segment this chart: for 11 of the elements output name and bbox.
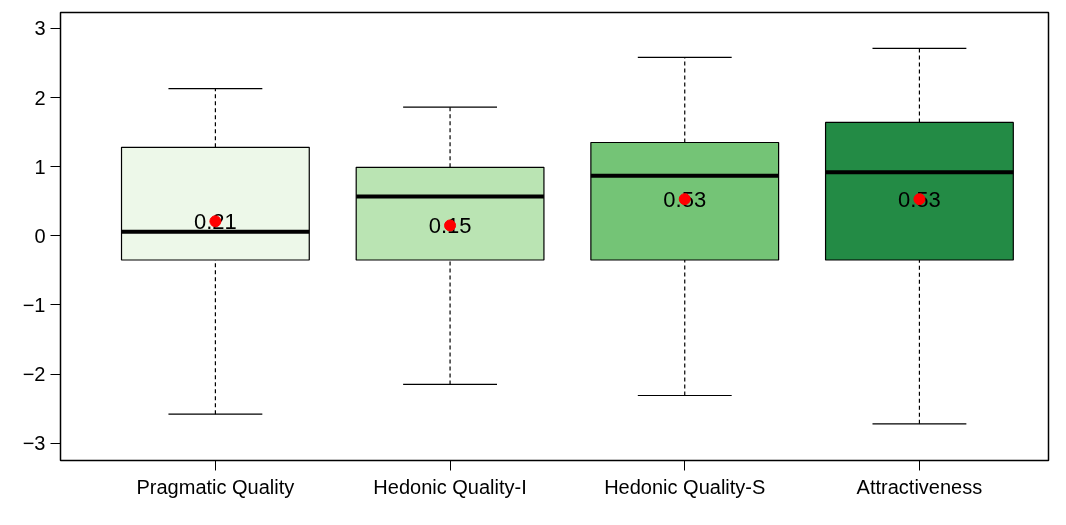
x-tick-label: Hedonic Quality-S xyxy=(604,475,766,498)
y-tick-label: 0 xyxy=(34,224,46,247)
y-tick-label: 3 xyxy=(34,17,46,40)
x-tick-label: Attractiveness xyxy=(856,475,983,498)
y-tick-label: −1 xyxy=(22,293,46,316)
y-tick-label: 2 xyxy=(34,86,46,109)
x-tick-label: Hedonic Quality-I xyxy=(373,475,527,498)
y-tick-label: −3 xyxy=(22,432,46,455)
y-tick-label: 1 xyxy=(34,155,46,178)
y-tick-label: −2 xyxy=(22,363,46,386)
x-tick-label: Pragmatic Quality xyxy=(136,475,295,498)
